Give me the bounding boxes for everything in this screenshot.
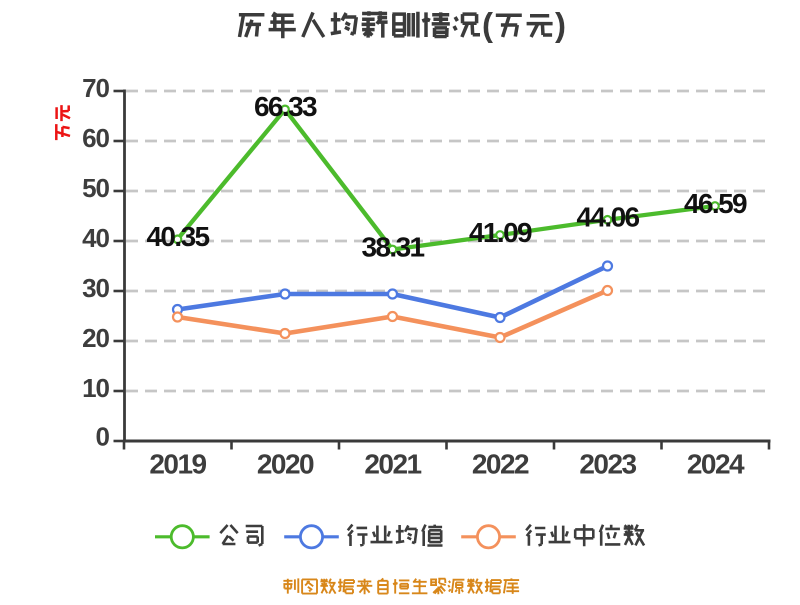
svg-text:2022: 2022 bbox=[472, 449, 529, 480]
svg-text:30: 30 bbox=[82, 273, 109, 303]
svg-text:40: 40 bbox=[82, 223, 109, 253]
svg-text:2021: 2021 bbox=[364, 449, 421, 480]
svg-text:2023: 2023 bbox=[579, 449, 636, 480]
svg-text:40.35: 40.35 bbox=[146, 221, 209, 252]
svg-text:2024: 2024 bbox=[687, 449, 745, 480]
svg-text:46.59: 46.59 bbox=[684, 188, 747, 219]
svg-text:2020: 2020 bbox=[257, 449, 314, 480]
svg-text:0: 0 bbox=[96, 421, 110, 451]
svg-text:10: 10 bbox=[82, 373, 109, 403]
svg-text:): ) bbox=[555, 6, 566, 43]
svg-text:70: 70 bbox=[82, 73, 109, 103]
svg-text:38.31: 38.31 bbox=[361, 231, 424, 262]
svg-text:44.06: 44.06 bbox=[576, 202, 639, 233]
svg-text:(: ( bbox=[482, 6, 493, 43]
svg-text:60: 60 bbox=[82, 123, 109, 153]
svg-text:2019: 2019 bbox=[149, 449, 206, 480]
svg-text:66.33: 66.33 bbox=[254, 91, 317, 122]
svg-text:41.09: 41.09 bbox=[469, 217, 532, 248]
svg-text:20: 20 bbox=[82, 323, 109, 353]
svg-text:50: 50 bbox=[82, 173, 109, 203]
